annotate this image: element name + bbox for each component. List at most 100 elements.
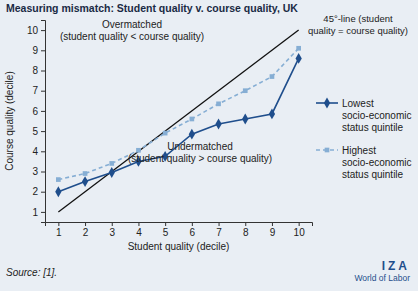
tick-mark <box>219 222 220 226</box>
legend-marker <box>325 148 330 153</box>
tick-mark <box>41 212 45 213</box>
tick-label: 9 <box>270 227 276 238</box>
tick-mark <box>41 111 45 112</box>
tick-mark <box>41 192 45 193</box>
legend-label: Lowestsocio-economicstatus quintile <box>342 98 411 133</box>
tick: 2 <box>83 222 89 238</box>
tick-mark <box>41 131 45 132</box>
marker <box>296 53 302 64</box>
tick-label: 1 <box>56 227 62 238</box>
marker <box>163 131 168 136</box>
tick: 9 <box>270 222 276 238</box>
tick: 6 <box>190 222 196 238</box>
legend-label: Highestsocio-economicstatus quintile <box>342 145 411 180</box>
tick-mark <box>272 222 273 226</box>
tick-label: 2 <box>83 227 89 238</box>
marker <box>216 101 221 106</box>
tick: 4 <box>136 222 142 238</box>
tick-label: 3 <box>32 166 38 177</box>
tick-label: 4 <box>136 227 142 238</box>
y-axis: 1 2 3 4 5 6 7 8 9 10 <box>27 21 46 223</box>
marker <box>136 148 141 153</box>
marker <box>109 161 114 166</box>
marker <box>296 46 301 51</box>
marker <box>55 186 61 197</box>
background <box>0 0 418 291</box>
plot-area <box>55 30 302 212</box>
tick-mark <box>41 71 45 72</box>
tick: 8 <box>32 65 45 76</box>
y-axis-title: Course quality (decile) <box>4 71 15 171</box>
marker <box>269 109 275 120</box>
tick-mark <box>41 172 45 173</box>
source: Source: [1]. <box>6 267 57 278</box>
tick-label: 5 <box>163 227 169 238</box>
tick: 9 <box>32 45 45 56</box>
marker <box>109 167 115 178</box>
tick-label: 10 <box>294 227 306 238</box>
tick-label: 6 <box>32 106 38 117</box>
tick: 1 <box>32 207 45 218</box>
marker <box>242 114 248 125</box>
tick: 6 <box>32 106 45 117</box>
annotation: Overmatched(student quality < course qua… <box>60 19 204 42</box>
tick-label: 2 <box>32 186 38 197</box>
tick-mark <box>192 222 193 226</box>
tick: 4 <box>32 146 45 157</box>
tick: 3 <box>32 166 45 177</box>
x-axis-title: Student quality (decile) <box>128 241 230 252</box>
marker <box>270 74 275 79</box>
annotation: 45°-line (studentquality = course qualit… <box>308 13 408 36</box>
tick-mark <box>165 222 166 226</box>
tick-mark <box>41 50 45 51</box>
series-line <box>58 58 298 191</box>
x-axis: 1 2 3 4 5 6 7 8 9 10 <box>46 222 313 238</box>
series-line <box>58 48 298 179</box>
legend-item: Highestsocio-economicstatus quintile <box>316 145 411 180</box>
tick-mark <box>41 151 45 152</box>
tick-label: 5 <box>32 126 38 137</box>
tick-mark <box>138 222 139 226</box>
tick-label: 8 <box>243 227 249 238</box>
tick-mark <box>299 222 300 226</box>
tick: 5 <box>163 222 169 238</box>
tick: 10 <box>294 222 306 238</box>
tick-label: 7 <box>216 227 222 238</box>
chart: Measuring mismatch: Student quality v. c… <box>0 0 418 291</box>
tick-mark <box>58 222 59 226</box>
tick-mark <box>112 222 113 226</box>
reference-line <box>58 30 298 212</box>
tick-label: 8 <box>32 65 38 76</box>
logo: IZAWorld of Labor <box>354 259 410 283</box>
title: Measuring mismatch: Student quality v. c… <box>6 2 298 14</box>
tick-label: 10 <box>27 25 39 36</box>
tick: 5 <box>32 126 45 137</box>
marker <box>215 119 221 130</box>
tick: 7 <box>216 222 222 238</box>
marker <box>56 177 61 182</box>
tick-mark <box>245 222 246 226</box>
marker <box>243 88 248 93</box>
tick-mark <box>85 222 86 226</box>
annotation: Undermatched(student quality > course qu… <box>128 141 272 164</box>
tick: 7 <box>32 85 45 96</box>
tick-label: 9 <box>32 45 38 56</box>
tick-label: 4 <box>32 146 38 157</box>
marker <box>190 117 195 122</box>
axis-line <box>46 223 313 227</box>
tick: 8 <box>243 222 249 238</box>
tick-label: 1 <box>32 207 38 218</box>
tick-label: 3 <box>109 227 115 238</box>
marker <box>83 171 88 176</box>
tick-mark <box>41 30 45 31</box>
tick: 3 <box>109 222 115 238</box>
tick-label: 6 <box>190 227 196 238</box>
tick-label: 7 <box>32 85 38 96</box>
legend-marker <box>324 98 330 109</box>
tick-mark <box>41 91 45 92</box>
marker <box>82 176 88 187</box>
tick: 10 <box>27 25 45 36</box>
legend-item: Lowestsocio-economicstatus quintile <box>316 98 411 133</box>
marker <box>189 129 195 140</box>
tick: 1 <box>56 222 62 238</box>
